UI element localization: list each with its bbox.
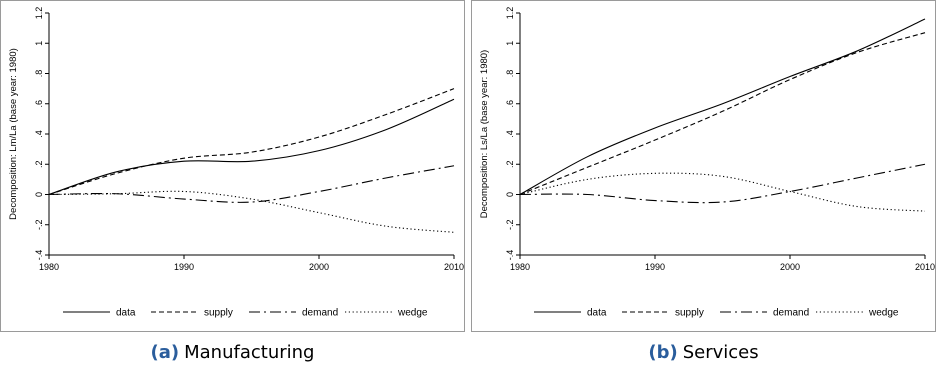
series-line-supply	[519, 32, 926, 196]
series-line-data	[519, 18, 926, 195]
legend: data supply demand wedge	[63, 308, 428, 319]
y-tick-label: -.2	[34, 219, 44, 230]
series-line-wedge	[48, 190, 455, 233]
y-tick-label: -.2	[505, 219, 515, 230]
panel-title: Manufacturing	[184, 342, 315, 363]
legend-label-demand: demand	[302, 308, 338, 319]
legend-label-supply: supply	[675, 308, 704, 319]
panel-tag: (a)	[150, 342, 180, 363]
panel-caption: (a) Manufacturing	[0, 342, 465, 363]
legend-label-supply: supply	[204, 308, 233, 319]
x-tick-label: 2000	[780, 262, 800, 272]
y-tick-label: 1.2	[505, 7, 515, 20]
panel-title: Services	[682, 342, 759, 363]
chart-frame: -.4 -.2 0 .2 .4 .6 .8 1 1.2 1980 1990 2000 2010 Decom…	[0, 0, 465, 332]
series-line-data	[48, 98, 455, 196]
line-chart-manufacturing: -.4 -.2 0 .2 .4 .6 .8 1 1.2 1980 1990 2000 2010 Decom…	[8, 7, 464, 319]
y-tick-label: .4	[34, 130, 44, 138]
y-axis-label: Decomposition: Ls/La (base year: 1980)	[479, 50, 490, 218]
legend-label-wedge: wedge	[397, 308, 428, 319]
legend-label-wedge: wedge	[868, 308, 899, 319]
y-tick-label: 0	[34, 192, 44, 197]
panel-caption: (b) Services	[471, 342, 936, 363]
y-tick-label: 1	[505, 41, 515, 46]
y-tick-label: -.4	[34, 250, 44, 261]
y-tick-label: .2	[505, 160, 515, 168]
y-tick-label: 0	[505, 192, 515, 197]
chart-panel-services: -.4 -.2 0 .2 .4 .6 .8 1 1.2 1980 1990 2000 2010 Decom…	[471, 0, 941, 375]
x-tick-label: 2010	[915, 262, 935, 272]
y-tick-label: .2	[34, 160, 44, 168]
x-tick-label: 1980	[39, 262, 59, 272]
chart-panel-manufacturing: -.4 -.2 0 .2 .4 .6 .8 1 1.2 1980 1990 2000 2010 Decom…	[0, 0, 470, 375]
y-axis-label: Decomposition: Lm/La (base year: 1980)	[8, 48, 19, 220]
legend-label-demand: demand	[773, 308, 809, 319]
series-line-wedge	[519, 172, 926, 212]
x-tick-label: 1980	[510, 262, 530, 272]
series-line-supply	[48, 88, 455, 196]
chart-frame: -.4 -.2 0 .2 .4 .6 .8 1 1.2 1980 1990 2000 2010 Decom…	[471, 0, 936, 332]
series-line-demand	[519, 163, 926, 204]
legend-label-data: data	[116, 308, 136, 319]
x-tick-label: 2000	[309, 262, 329, 272]
legend: data supply demand wedge	[534, 308, 899, 319]
series-line-demand	[48, 165, 455, 203]
x-tick-label: 1990	[645, 262, 665, 272]
y-tick-label: .6	[34, 100, 44, 108]
y-tick-label: -.4	[505, 250, 515, 261]
legend-label-data: data	[587, 308, 607, 319]
line-chart-services: -.4 -.2 0 .2 .4 .6 .8 1 1.2 1980 1990 2000 2010 Decom…	[479, 7, 935, 319]
y-tick-label: .8	[505, 70, 515, 78]
x-tick-label: 1990	[174, 262, 194, 272]
y-tick-label: .8	[34, 70, 44, 78]
x-tick-label: 2010	[444, 262, 464, 272]
y-tick-label: .6	[505, 100, 515, 108]
y-tick-label: 1	[34, 41, 44, 46]
y-tick-label: .4	[505, 130, 515, 138]
panel-tag: (b)	[648, 342, 678, 363]
y-tick-label: 1.2	[34, 7, 44, 20]
